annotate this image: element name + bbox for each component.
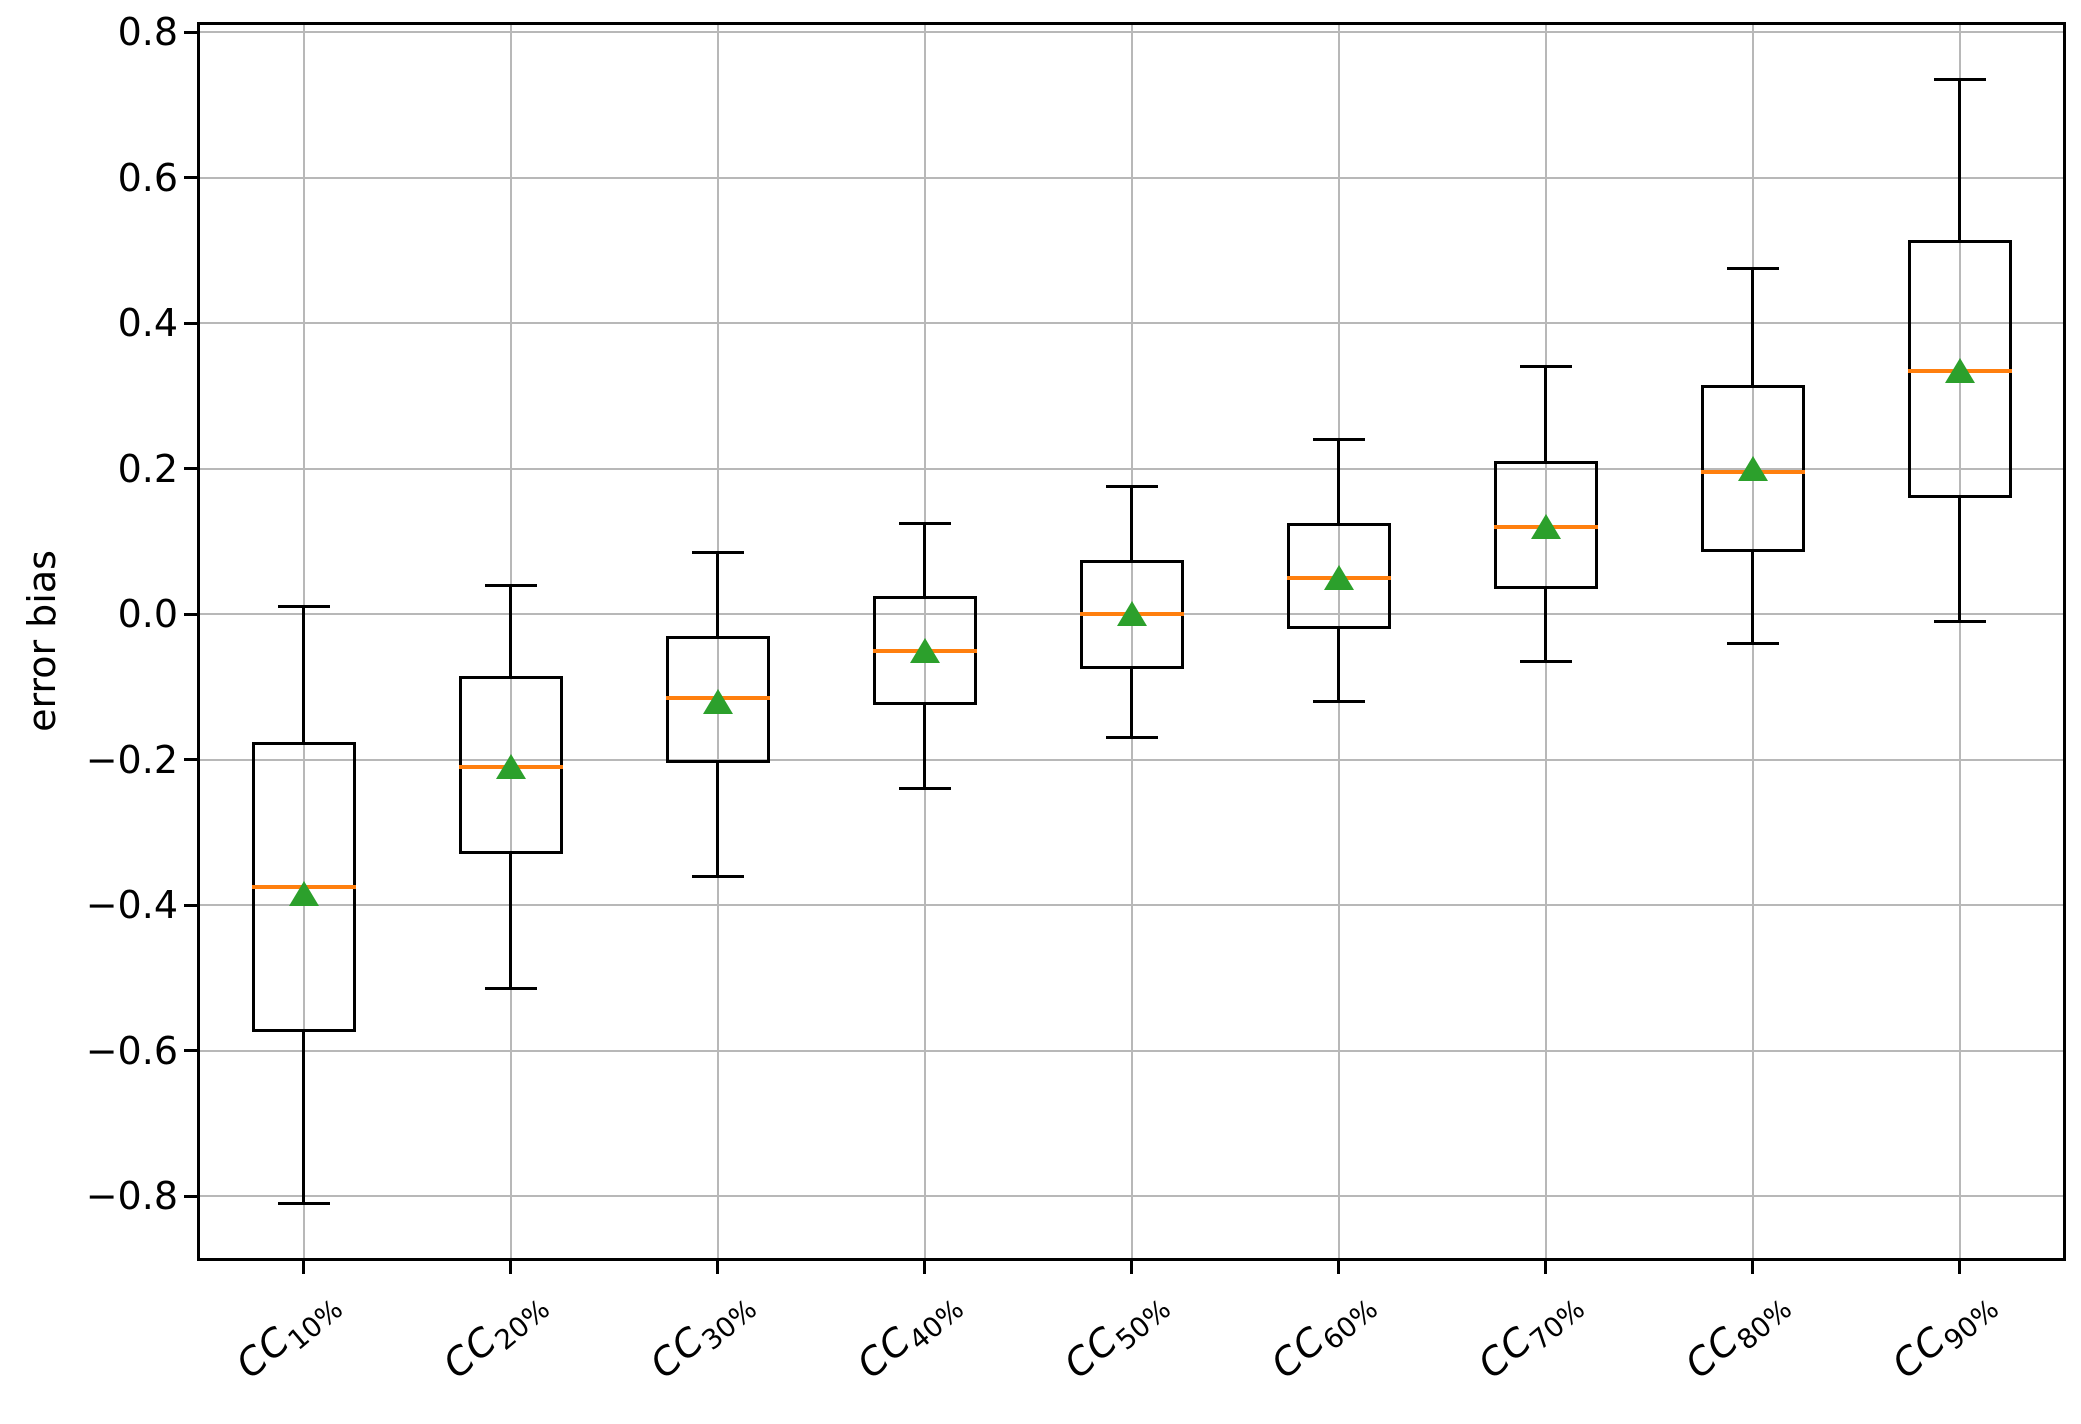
upper-whisker-line (1751, 268, 1754, 386)
vertical-grid-line (1130, 25, 1133, 1258)
y-tick-label: −0.6 (85, 1028, 178, 1073)
vertical-grid-line (1958, 25, 1961, 1258)
lower-whisker-line (302, 1032, 305, 1204)
lower-whisker-cap (1312, 700, 1365, 703)
upper-whisker-line (1958, 79, 1961, 240)
mean-marker-triangle (909, 637, 940, 663)
vertical-grid-line (716, 25, 719, 1258)
upper-whisker-line (1130, 486, 1133, 560)
lower-whisker-cap (691, 874, 744, 878)
mean-marker-triangle (702, 688, 733, 714)
lower-whisker-cap (1726, 641, 1779, 645)
y-tick-label: 0.8 (117, 10, 178, 55)
upper-whisker-cap (1105, 485, 1158, 489)
x-tick-mark (509, 1261, 512, 1274)
x-tick-label: CC20% (434, 1278, 555, 1388)
x-tick-label: CC80% (1676, 1278, 1797, 1388)
lower-whisker-line (1130, 668, 1133, 738)
x-tick-label: CC90% (1883, 1278, 2004, 1388)
y-tick-mark (184, 758, 197, 762)
lower-whisker-line (1958, 497, 1961, 622)
upper-whisker-cap (277, 605, 330, 609)
y-tick-label: −0.4 (85, 883, 178, 928)
x-tick-mark (1958, 1261, 1961, 1274)
upper-whisker-cap (1312, 438, 1365, 442)
y-tick-label: 0.2 (117, 446, 178, 491)
upper-whisker-line (716, 552, 719, 637)
plot-frame (197, 22, 2066, 1261)
y-tick-label: −0.2 (85, 737, 178, 782)
x-tick-label: CC50% (1055, 1278, 1176, 1388)
mean-marker-triangle (1323, 564, 1354, 590)
lower-whisker-cap (1933, 619, 1986, 623)
x-tick-label: CC30% (641, 1278, 762, 1388)
lower-whisker-cap (1105, 736, 1158, 740)
upper-whisker-cap (1519, 365, 1572, 369)
y-tick-mark (184, 1194, 197, 1198)
x-tick-mark (1130, 1261, 1133, 1274)
y-tick-label: −0.8 (85, 1174, 178, 1219)
upper-whisker-cap (484, 583, 537, 587)
y-tick-label: 0.4 (117, 301, 178, 346)
upper-whisker-line (1337, 439, 1340, 524)
mean-marker-triangle (495, 753, 526, 779)
y-tick-label: 0.0 (117, 592, 178, 637)
x-tick-label: CC70% (1469, 1278, 1590, 1388)
lower-whisker-line (509, 854, 512, 989)
upper-whisker-cap (1726, 267, 1779, 271)
upper-whisker-line (302, 606, 305, 742)
upper-whisker-line (509, 585, 512, 677)
y-tick-mark (184, 612, 197, 616)
mean-marker-triangle (1116, 601, 1147, 627)
x-tick-mark (923, 1261, 926, 1274)
mean-marker-triangle (1530, 513, 1561, 539)
mean-marker-triangle (1944, 357, 1975, 383)
lower-whisker-cap (1519, 660, 1572, 663)
upper-whisker-line (1544, 366, 1547, 462)
y-tick-mark (184, 176, 197, 180)
x-tick-mark (1544, 1261, 1547, 1274)
lower-whisker-line (1337, 628, 1340, 702)
lower-whisker-line (923, 705, 926, 789)
box-iqr (1700, 385, 1805, 553)
upper-whisker-cap (1933, 78, 1986, 82)
lower-whisker-cap (277, 1201, 330, 1205)
x-tick-label: CC10% (227, 1278, 348, 1388)
x-tick-label: CC40% (848, 1278, 969, 1388)
mean-marker-triangle (288, 881, 319, 907)
lower-whisker-line (1751, 552, 1754, 644)
x-tick-mark (1337, 1261, 1340, 1274)
y-tick-mark (184, 467, 197, 471)
y-tick-label: 0.6 (117, 155, 178, 200)
lower-whisker-line (716, 763, 719, 877)
y-tick-mark (184, 30, 197, 34)
y-tick-mark (184, 1049, 197, 1053)
lower-whisker-cap (484, 987, 537, 991)
y-tick-mark (184, 903, 197, 907)
x-tick-mark (302, 1261, 305, 1274)
upper-whisker-cap (898, 521, 951, 525)
lower-whisker-line (1544, 588, 1547, 662)
x-tick-mark (1751, 1261, 1754, 1274)
x-tick-mark (716, 1261, 719, 1274)
upper-whisker-cap (691, 550, 744, 554)
lower-whisker-cap (898, 787, 951, 791)
mean-marker-triangle (1737, 455, 1768, 481)
upper-whisker-line (923, 523, 926, 597)
y-tick-mark (184, 321, 197, 325)
x-tick-label: CC60% (1262, 1278, 1383, 1388)
